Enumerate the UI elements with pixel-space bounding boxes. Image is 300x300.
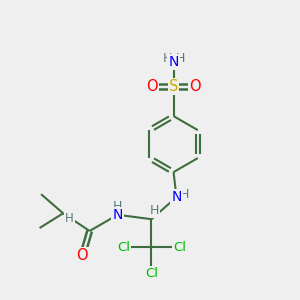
Text: H: H [162, 52, 172, 64]
Text: N: N [112, 208, 123, 222]
Text: H: H [180, 188, 189, 201]
Text: Cl: Cl [173, 241, 186, 254]
Text: Cl: Cl [117, 241, 130, 254]
Text: S: S [169, 79, 178, 94]
Text: Cl: Cl [145, 267, 158, 280]
Text: O: O [146, 79, 158, 94]
Text: O: O [189, 79, 201, 94]
Text: N: N [171, 190, 182, 204]
Text: H: H [150, 204, 159, 217]
Text: O: O [76, 248, 88, 263]
Text: H: H [113, 200, 122, 213]
Text: H: H [175, 52, 185, 64]
Text: N: N [168, 55, 179, 69]
Text: H: H [65, 212, 74, 225]
